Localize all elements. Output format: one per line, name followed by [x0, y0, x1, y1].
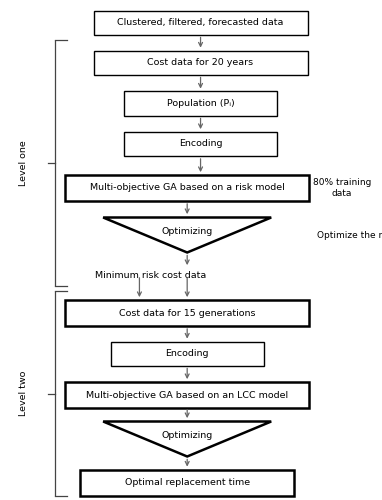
FancyBboxPatch shape: [80, 470, 294, 496]
FancyBboxPatch shape: [65, 175, 309, 201]
FancyBboxPatch shape: [124, 132, 277, 156]
FancyBboxPatch shape: [65, 382, 309, 408]
FancyBboxPatch shape: [124, 92, 277, 116]
Text: 80% training
data: 80% training data: [313, 178, 371, 198]
Text: Optimal replacement time: Optimal replacement time: [125, 478, 250, 487]
FancyBboxPatch shape: [65, 300, 309, 326]
Text: Population (Pᵢ): Population (Pᵢ): [167, 99, 235, 108]
Text: Cost data for 20 years: Cost data for 20 years: [147, 58, 254, 67]
FancyBboxPatch shape: [94, 10, 308, 34]
Text: Clustered, filtered, forecasted data: Clustered, filtered, forecasted data: [117, 18, 284, 27]
Text: Minimum risk cost data: Minimum risk cost data: [95, 270, 207, 280]
Polygon shape: [103, 422, 271, 456]
Text: Multi-objective GA based on a risk model: Multi-objective GA based on a risk model: [90, 184, 285, 192]
FancyBboxPatch shape: [94, 50, 308, 74]
Text: Level one: Level one: [19, 140, 28, 186]
Text: Optimizing: Optimizing: [162, 227, 213, 236]
FancyBboxPatch shape: [111, 342, 264, 365]
Text: Multi-objective GA based on an LCC model: Multi-objective GA based on an LCC model: [86, 390, 288, 400]
Polygon shape: [103, 218, 271, 252]
Text: Optimizing: Optimizing: [162, 431, 213, 440]
Text: Level two: Level two: [19, 371, 28, 416]
Text: Cost data for 15 generations: Cost data for 15 generations: [119, 308, 256, 318]
Text: Encoding: Encoding: [179, 140, 222, 148]
Text: Optimize the minimum risk costs: Optimize the minimum risk costs: [317, 230, 382, 239]
Text: Encoding: Encoding: [165, 349, 209, 358]
